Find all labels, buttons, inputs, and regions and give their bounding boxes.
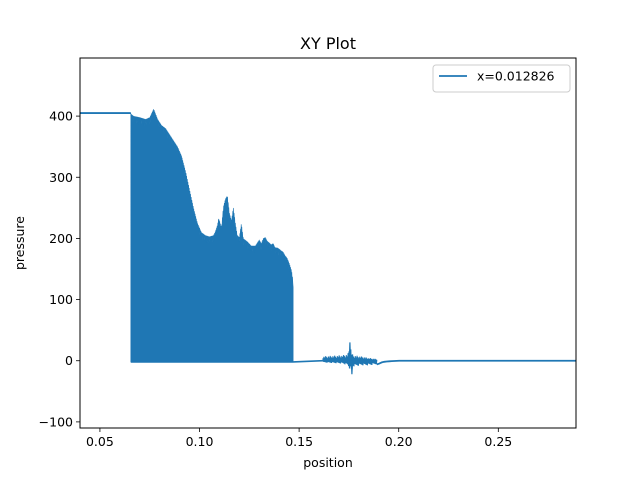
y-axis-ticks: −100 0 100 200 300 400 — [39, 109, 80, 429]
y-tick-label: 400 — [49, 109, 73, 124]
legend: x=0.012826 — [432, 64, 571, 93]
y-tick-label: −100 — [39, 414, 73, 429]
y-tick-label: 0 — [65, 353, 73, 368]
legend-label: x=0.012826 — [477, 69, 555, 84]
series-baseline — [130, 359, 324, 363]
y-tick-label: 200 — [49, 231, 73, 246]
plot-frame — [79, 57, 577, 429]
series-noise-spike-down — [350, 360, 354, 375]
series-oscillation-band — [130, 109, 294, 363]
x-tick-label: 0.10 — [186, 434, 214, 449]
legend-box — [432, 64, 571, 93]
x-tick-label: 0.25 — [484, 434, 512, 449]
series-noise-spike-up — [348, 342, 352, 361]
chart-title: XY Plot — [300, 34, 356, 53]
series-layer — [80, 109, 576, 375]
x-tick-label: 0.20 — [385, 434, 413, 449]
x-tick-label: 0.05 — [86, 434, 114, 449]
x-tick-label: 0.15 — [285, 434, 313, 449]
y-tick-label: 100 — [49, 292, 73, 307]
y-axis-label: pressure — [12, 216, 27, 270]
x-axis-ticks: 0.05 0.10 0.15 0.20 0.25 — [86, 428, 512, 449]
x-axis-label: position — [303, 455, 353, 470]
y-tick-label: 300 — [49, 170, 73, 185]
series-tail-line — [376, 359, 576, 366]
